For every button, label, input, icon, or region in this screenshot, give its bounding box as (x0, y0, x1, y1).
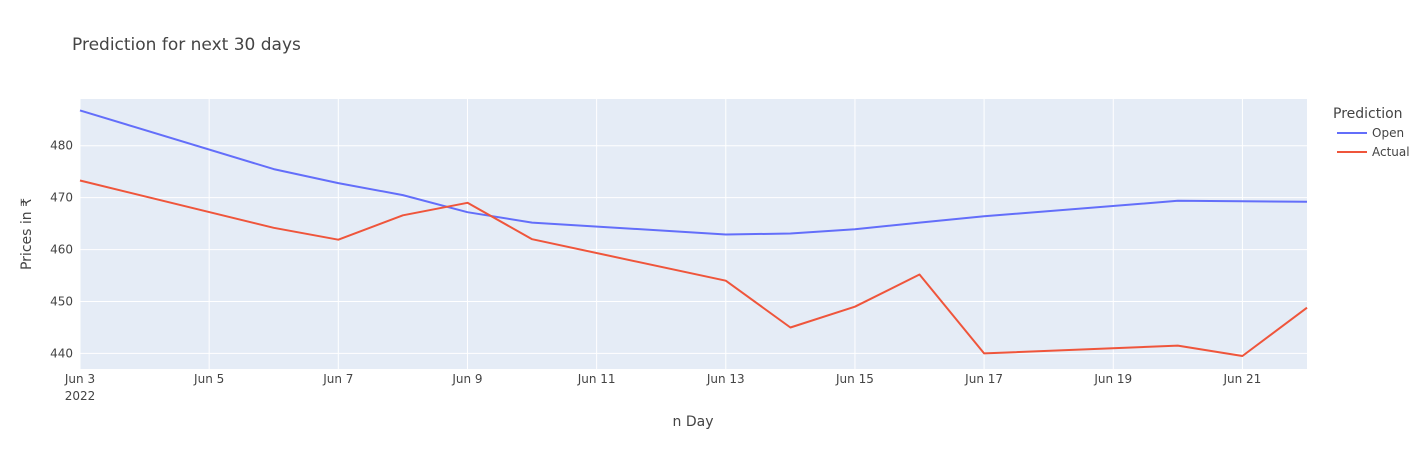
x-axis-title: n Day (673, 414, 714, 430)
y-axis-title: Prices in ₹ (19, 198, 35, 270)
y-tick-label: 450 (50, 295, 73, 309)
legend-label-actual: Actual (1372, 145, 1410, 159)
x-tick-label: Jun 7 (322, 372, 353, 386)
x-tick-label: Jun 19 (1093, 372, 1132, 386)
x-tick-label: Jun 17 (964, 372, 1003, 386)
series-line-actual (79, 179, 1308, 357)
series-line-open (79, 109, 1308, 236)
x-tick-label: Jun 11 (577, 372, 616, 386)
y-gridlines (80, 145, 1307, 354)
y-tick-label: 480 (50, 139, 73, 153)
x-tick-labels: Jun 3 2022 Jun 5 Jun 7 Jun 9 Jun 11 Jun 13 Jun … (64, 372, 1261, 403)
y-tick-labels: 440 450 460 470 480 (50, 139, 73, 361)
x-tick-label: Jun 5 (193, 372, 224, 386)
x-tick-label: Jun 3 (64, 372, 95, 386)
y-tick-label: 460 (50, 243, 73, 257)
x-tick-label: Jun 13 (706, 372, 745, 386)
x-tick-label: Jun 21 (1222, 372, 1261, 386)
legend-label-open: Open (1372, 126, 1404, 140)
x-tick-label: Jun 9 (451, 372, 482, 386)
chart-title: Prediction for next 30 days (72, 35, 301, 55)
series-lines (79, 109, 1308, 357)
legend-title: Prediction (1333, 106, 1403, 122)
x-tick-sublabel: 2022 (65, 389, 96, 403)
y-tick-label: 470 (50, 191, 73, 205)
y-tick-label: 440 (50, 346, 73, 360)
x-tick-label: Jun 15 (835, 372, 874, 386)
plot-area (80, 99, 1307, 369)
legend: Prediction Open Actual (1333, 106, 1410, 159)
